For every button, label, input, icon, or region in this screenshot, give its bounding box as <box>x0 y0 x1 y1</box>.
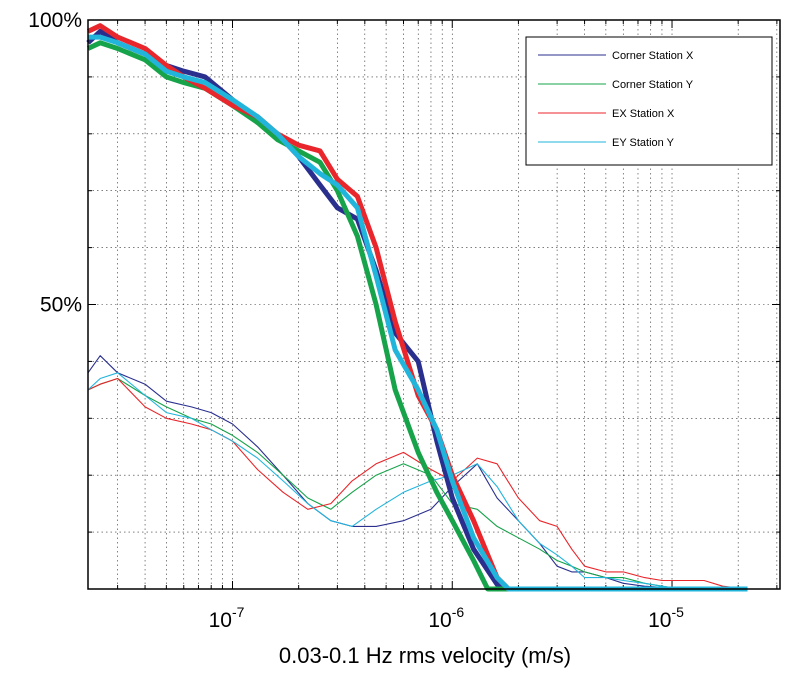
y-tick-label: 50% <box>40 294 82 317</box>
plot-frame <box>87 19 781 590</box>
series-lines <box>86 23 748 592</box>
histogram-line-ex-station-x <box>87 377 748 590</box>
legend-label: Corner Station Y <box>612 79 694 91</box>
legend-label: Corner Station X <box>612 50 694 62</box>
tick-labels: 50% 100% 10-7 10-6 10-5 <box>28 9 684 632</box>
x-tick-label: 10-5 <box>648 604 684 632</box>
histogram-line-ey-station-y <box>87 372 748 590</box>
legend-label: EY Station Y <box>612 137 675 149</box>
cumulative-line-corner-station-y <box>86 40 748 592</box>
legend-label: EX Station X <box>612 108 675 120</box>
legend: Corner Station X Corner Station Y EX Stati… <box>525 36 773 166</box>
cumulative-line-ex-station-x <box>86 23 720 592</box>
x-tick-label: 10-6 <box>428 604 464 632</box>
x-tick-label: 10-7 <box>209 604 245 632</box>
y-tick-label: 100% <box>28 9 82 32</box>
cumulative-line-ey-station-y <box>88 34 748 592</box>
x-axis-label: 0.03-0.1 Hz rms velocity (m/s) <box>279 643 571 668</box>
legend-box <box>525 36 773 166</box>
